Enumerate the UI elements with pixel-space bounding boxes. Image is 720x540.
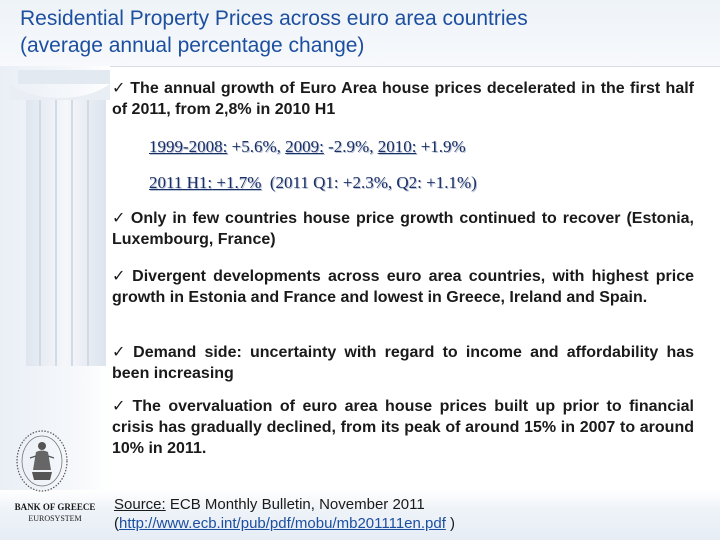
stat-period-1-label: 1999-2008:: [149, 137, 228, 156]
stats-line-2: 2011 H1: +1.7% (2011 Q1: +2.3%, Q2: +1.1…: [149, 172, 477, 194]
slide-title: Residential Property Prices across euro …: [20, 5, 710, 59]
stat-period-3-value: +1.9%: [416, 137, 466, 156]
source-link[interactable]: http://www.ecb.int/pub/pdf/mobu/mb201111…: [119, 515, 446, 532]
stat-h1-value: +1.7%: [212, 173, 262, 192]
stat-period-3-label: 2010:: [377, 137, 417, 156]
check-icon: ✓: [112, 344, 130, 361]
stats-line-1: 1999-2008: +5.6%, 2009: -2.9%, 2010: +1.…: [149, 136, 466, 158]
source-text: ECB Monthly Bulletin, November 2011: [165, 496, 425, 513]
bullet-2: ✓ Only in few countries house price growt…: [112, 210, 695, 248]
footer-band: [0, 490, 720, 540]
check-icon: ✓: [112, 210, 127, 227]
check-icon: ✓: [112, 268, 129, 285]
check-icon: ✓: [112, 80, 127, 97]
bank-name: BANK OF GREECE: [14, 502, 96, 512]
bullet-3: ✓ Divergent developments across euro area…: [112, 268, 695, 306]
bullet-5: ✓ The overvaluation of euro area house pr…: [112, 398, 695, 457]
bullet-1: ✓ The annual growth of Euro Area house pr…: [112, 80, 694, 118]
stat-period-1-value: +5.6%,: [227, 137, 286, 156]
stat-period-2-value: -2.9%,: [323, 137, 378, 156]
source-note: Source: ECB Monthly Bulletin, November 2…: [114, 495, 714, 533]
bank-branding: BANK OF GREECE EUROSYSTEM: [6, 501, 104, 524]
title-line-1: Residential Property Prices across euro …: [20, 7, 528, 30]
bank-subtitle: EUROSYSTEM: [28, 514, 82, 523]
stat-quarterly-detail: (2011 Q1: +2.3%, Q2: +1.1%): [261, 173, 477, 192]
check-icon: ✓: [112, 398, 129, 415]
paren-close: ): [445, 515, 456, 532]
stat-period-2-label: 2009:: [285, 137, 324, 156]
sidebar-decoration: [0, 66, 110, 540]
greek-column-icon: [10, 70, 110, 366]
bank-seal-icon: [16, 430, 68, 492]
stat-h1-label: 2011 H1:: [149, 173, 213, 192]
slide-header: Residential Property Prices across euro …: [0, 0, 720, 67]
title-line-2: (average annual percentage change): [20, 34, 365, 57]
source-label: Source:: [114, 496, 166, 513]
paren-open: (: [114, 515, 119, 532]
bullet-4: ✓ Demand side: uncertainty with regard to…: [112, 344, 695, 382]
